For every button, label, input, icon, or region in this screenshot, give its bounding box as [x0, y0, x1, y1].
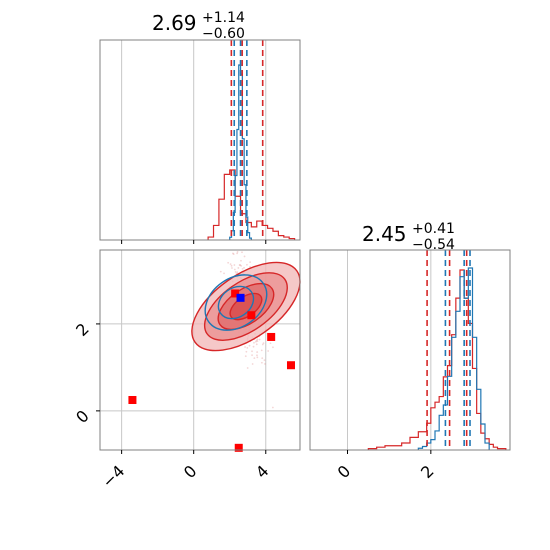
scatter-dot: [244, 355, 247, 358]
scatter-dot: [255, 343, 258, 346]
scatter-dot: [240, 264, 243, 267]
scatter-dot: [248, 344, 251, 347]
scatter-dot: [253, 341, 255, 344]
scatter-dot: [246, 346, 249, 349]
scatter-dot: [251, 363, 254, 365]
scatter-dot: [256, 351, 259, 353]
scatter-dot: [256, 356, 259, 359]
scatter-dot: [244, 346, 246, 348]
scatter-dot: [261, 343, 264, 346]
scatter-dot: [261, 357, 264, 360]
panel2d-yticklabel-0: 0: [72, 406, 93, 427]
param2-title-plus: +0.41: [412, 221, 455, 237]
scatter-dot: [238, 264, 241, 266]
panel2d-xticks: −4 0 4: [98, 450, 273, 492]
marker-0: [128, 396, 137, 404]
scatter-dot: [249, 265, 251, 268]
scatter-dot: [241, 251, 243, 254]
scatter-dot: [269, 342, 272, 345]
scatter-dot: [233, 264, 236, 266]
param2-title-minus: −0.54: [412, 237, 455, 253]
scatter-dot: [219, 270, 222, 273]
panel2d-yticks: 02: [72, 319, 100, 427]
panel3-xticklabel-0: 0: [334, 461, 355, 482]
param1-title-minus: −0.60: [202, 26, 245, 42]
scatter-dot: [253, 357, 256, 360]
marker-4: [286, 361, 295, 370]
scatter-dot: [256, 338, 259, 341]
scatter-dot: [246, 263, 248, 266]
scatter-dot: [272, 346, 274, 349]
scatter-dot: [256, 340, 259, 343]
marker-2: [247, 311, 256, 320]
scatter-dot: [232, 252, 234, 255]
param1-title-plus: +1.14: [202, 10, 245, 26]
scatter-dot: [229, 263, 232, 266]
marker-1: [231, 289, 240, 298]
scatter-dot: [267, 350, 270, 352]
panel2d-xticklabel-0: −4: [98, 461, 128, 491]
scatter-dot: [255, 339, 258, 342]
scatter-dot: [240, 259, 242, 262]
panel2d-yticklabel-1: 2: [72, 319, 93, 340]
marker-6: [236, 293, 245, 302]
scatter-dot: [243, 266, 245, 269]
scatter-dot: [245, 350, 248, 353]
panel3-grid: [347, 250, 432, 450]
scatter-dot: [262, 342, 265, 345]
blue-contour-0: [204, 274, 268, 331]
panel3-xticklabel-1: 2: [417, 461, 438, 482]
scatter-dot: [256, 354, 258, 357]
panel-param1-histogram: 2.69 +1.14 −0.60: [99, 10, 301, 244]
scatter-dot: [223, 272, 225, 275]
panel1-frame: [99, 39, 301, 241]
blue-contour-1: [217, 285, 255, 320]
hist2-blue-series: [417, 267, 490, 450]
marker-5: [234, 443, 243, 452]
hist1-red-series: [207, 169, 296, 240]
panel2d-xticklabel-2: 4: [252, 461, 273, 482]
scatter-dot: [233, 268, 236, 271]
panel-2d: −4 0 4 02: [72, 249, 301, 492]
panel2d-contours: [191, 261, 301, 352]
scatter-dot: [236, 250, 239, 253]
scatter-dot: [254, 340, 257, 343]
hist2-series: [367, 250, 507, 450]
scatter-dot: [236, 252, 239, 255]
param1-title-value: 2.69: [152, 11, 197, 35]
scatter-dot: [260, 349, 263, 352]
scatter-dot: [234, 271, 237, 273]
panel2d-frame: [99, 249, 301, 451]
panel2d-markers: [128, 289, 295, 452]
hist1-series: [207, 40, 296, 240]
scatter-dot: [252, 345, 255, 348]
scatter-dot: [249, 261, 252, 263]
scatter-dot: [243, 255, 246, 258]
scatter-dot: [246, 367, 249, 369]
scatter-dot: [239, 264, 242, 266]
scatter-dot: [251, 354, 253, 357]
scatter-dot: [263, 359, 266, 362]
scatter-dot: [264, 363, 266, 365]
scatter-dot: [231, 267, 233, 269]
param2-title-value: 2.45: [362, 222, 407, 246]
scatter-dot: [237, 267, 240, 269]
scatter-dot: [260, 361, 263, 364]
panel2d-xticklabel-1: 0: [180, 461, 201, 482]
scatter-dot: [251, 350, 253, 353]
hist2-red-series: [367, 269, 507, 450]
scatter-dot: [236, 271, 239, 274]
scatter-dot: [258, 338, 261, 341]
scatter-dot: [232, 253, 235, 256]
hist1-blue-series: [229, 64, 252, 240]
marker-3: [267, 332, 276, 341]
scatter-dot: [227, 261, 230, 264]
scatter-dot: [230, 264, 233, 267]
panel3-frame: [309, 249, 511, 451]
scatter-dot: [241, 267, 244, 270]
scatter-dot: [271, 406, 274, 409]
